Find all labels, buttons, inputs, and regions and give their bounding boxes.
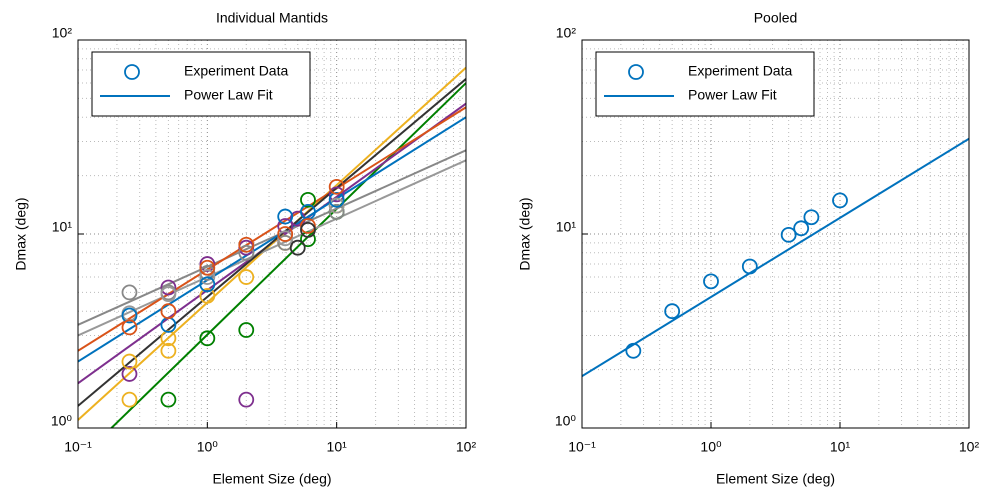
legend-marker [124, 64, 140, 80]
data-point [121, 307, 138, 324]
data-point [238, 391, 255, 408]
data-point [277, 226, 294, 242]
data-point [199, 330, 216, 347]
fit-line [78, 106, 466, 352]
data-point [328, 178, 345, 195]
data-point [300, 191, 316, 208]
x-tick-label: 10² [959, 439, 980, 455]
data-point [238, 269, 255, 285]
data-point [328, 186, 345, 203]
panel: 10⁻¹ 10⁰ 10¹ 10² 10⁰ 10¹ 10² Experiment Data Pow… [13, 10, 477, 487]
data-point [199, 265, 216, 281]
fit-line [78, 116, 466, 363]
data-point [199, 287, 216, 304]
data-point [238, 322, 255, 338]
x-tick-label: 10² [456, 439, 477, 455]
legend-box [595, 51, 815, 117]
data-point [277, 218, 294, 234]
fit-line [78, 78, 466, 407]
y-axis-label: Dmax (deg) [517, 197, 533, 270]
y-axis-label: Dmax (deg) [13, 197, 29, 270]
data-point [160, 286, 177, 303]
data-point [199, 276, 216, 293]
y-tick-label: 10¹ [52, 219, 73, 235]
data-point [121, 284, 138, 301]
data-point [160, 391, 177, 408]
data-point [238, 236, 255, 253]
data-point [238, 244, 255, 261]
data-point [832, 192, 848, 209]
y-tick-label: 10⁰ [51, 413, 73, 429]
data-point [289, 239, 306, 256]
y-tick-label: 10¹ [556, 219, 577, 235]
legend-box [91, 51, 311, 117]
y-tick-label: 10² [52, 25, 73, 41]
x-tick-label: 10⁻¹ [568, 439, 596, 455]
data-point [328, 191, 345, 208]
x-tick-label: 10¹ [327, 439, 348, 455]
data-point [328, 197, 345, 214]
axes-box [581, 39, 970, 429]
chart-title: Pooled [754, 10, 798, 26]
legend-label: Experiment Data [688, 63, 792, 79]
x-axis-label: Element Size (deg) [716, 471, 835, 487]
data-point [300, 221, 316, 238]
data-point [160, 279, 177, 296]
data-point [199, 256, 216, 272]
data-point [780, 226, 797, 243]
data-point [625, 342, 642, 359]
data-point [328, 203, 345, 220]
x-axis-label: Element Size (deg) [212, 471, 331, 487]
data-point [741, 258, 758, 275]
data-point [199, 259, 216, 276]
data-point [664, 303, 681, 320]
legend-label: Power Law Fit [688, 87, 777, 103]
data-point [121, 391, 138, 408]
fit-line [109, 82, 466, 428]
data-point [160, 303, 177, 320]
fit-line [78, 66, 466, 421]
legend-label: Power Law Fit [184, 87, 273, 103]
data-point [160, 342, 177, 359]
legend-label: Experiment Data [184, 63, 288, 79]
x-tick-label: 10¹ [830, 439, 851, 455]
data-layer [78, 66, 466, 428]
data-point [199, 269, 216, 285]
legend-marker [628, 64, 644, 80]
fit-line [582, 137, 969, 378]
x-tick-label: 10⁰ [197, 439, 219, 455]
panel: 10⁻¹ 10⁰ 10¹ 10² 10⁰ 10¹ 10² Experiment Data Pow… [517, 10, 980, 487]
axes-box [77, 39, 467, 429]
x-tick-label: 10⁻¹ [64, 439, 92, 455]
y-tick-label: 10⁰ [555, 413, 577, 429]
chart-title: Individual Mantids [216, 10, 328, 26]
data-point [121, 353, 138, 370]
y-tick-label: 10² [556, 25, 577, 41]
data-point [277, 230, 294, 247]
data-point [300, 218, 316, 234]
data-layer [582, 137, 969, 378]
data-point [121, 366, 138, 382]
fit-line [78, 159, 466, 337]
data-point [793, 220, 810, 237]
fit-line [78, 149, 466, 326]
data-point [277, 208, 294, 225]
x-tick-label: 10⁰ [700, 439, 722, 455]
data-point [703, 273, 719, 290]
data-point [121, 319, 138, 336]
data-point [803, 209, 820, 226]
